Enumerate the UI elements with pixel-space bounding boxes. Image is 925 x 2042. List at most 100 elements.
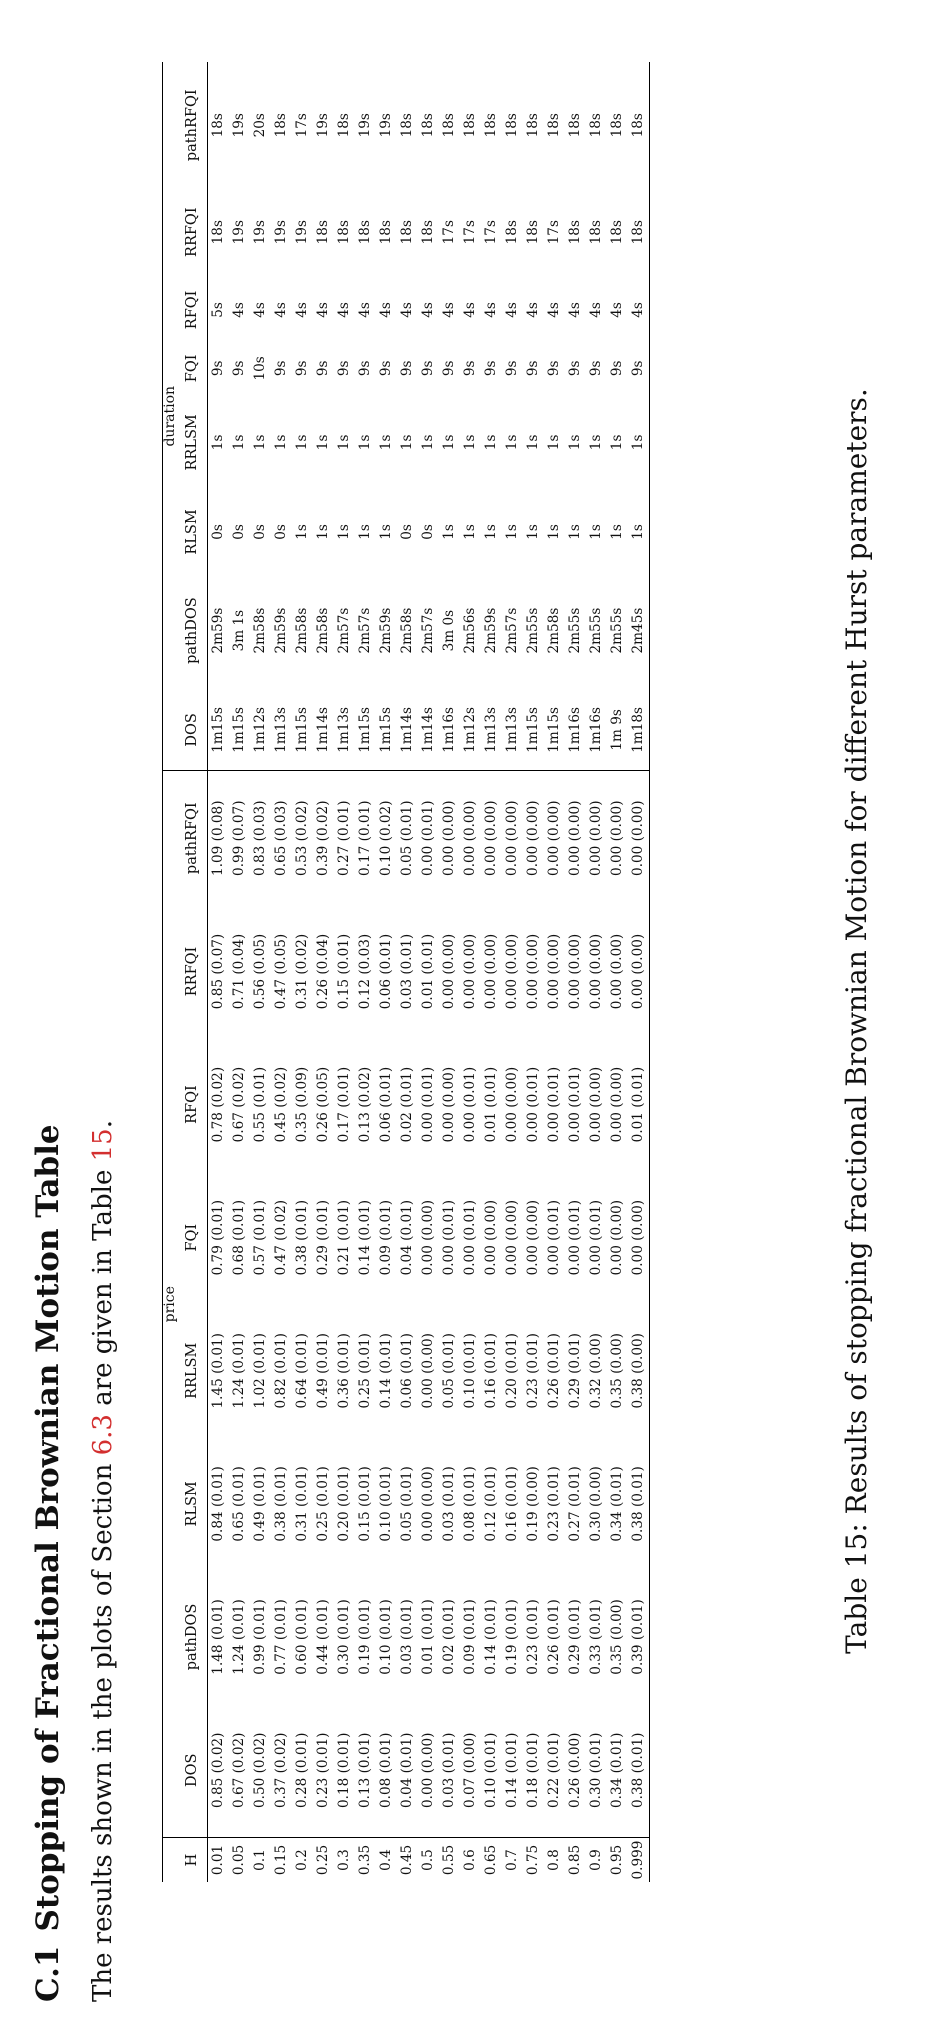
table-cell: 0.77 (0.01) (272, 1599, 289, 1675)
table-cell: 0.26 (0.01) (545, 1333, 562, 1409)
table-cell: 9s (356, 360, 373, 377)
table-cell: 2m56s (461, 607, 478, 654)
table-cell: 0.00 (0.00) (608, 1066, 625, 1143)
hurst-cell: 0.6 (460, 1837, 481, 1882)
table-cell: 18s (419, 220, 436, 245)
table-cell: 2m55s (608, 607, 625, 654)
table-cell: 1s (608, 434, 625, 451)
hurst-cell: 0.7 (502, 1837, 523, 1882)
table-cell: 0.00 (0.01) (461, 1066, 478, 1143)
table-ref-link[interactable]: 15 (88, 1128, 118, 1162)
table-cell: 1s (209, 434, 226, 451)
table-cell: 2m58s (293, 607, 310, 654)
table-cell: 0.10 (0.01) (377, 1599, 394, 1675)
table-cell: 0.08 (0.01) (377, 1732, 394, 1808)
table-cell: 4s (629, 302, 646, 318)
table-cell: 0.00 (0.00) (586, 770, 607, 905)
table-cell: 1s (335, 524, 352, 540)
table-cell: 0.00 (0.01) (587, 1199, 604, 1276)
table-cell: 18s (209, 220, 226, 245)
table-cell: 0.10 (0.01) (461, 1333, 478, 1409)
column-header: DOS (177, 1703, 208, 1838)
table-cell: 1s (482, 434, 499, 451)
table-row: 0.2 0.28 (0.01) 0.60 (0.01) 0.31 (0.01) 0.64… (292, 62, 313, 1882)
table-cell: 0.03 (0.01) (440, 1732, 457, 1808)
table-cell: 0.00 (0.00) (440, 1066, 457, 1143)
table-cell: 1.24 (0.01) (230, 1333, 247, 1409)
table-cell: 0s (419, 524, 436, 540)
table-cell: 0.27 (0.01) (566, 1466, 583, 1542)
table-cell: 2m59s (482, 607, 499, 654)
table-row: 0.3 0.18 (0.01) 0.30 (0.01) 0.20 (0.01) 0.36… (334, 62, 355, 1882)
table-cell: 17s (440, 220, 457, 245)
table-cell: 0.47 (0.05) (272, 933, 289, 1010)
table-cell: 18s (482, 113, 499, 138)
section-heading: C.1 Stopping of Fractional Brownian Motio… (30, 1124, 66, 2002)
table-cell: 1.45 (0.01) (209, 1333, 226, 1409)
table-cell: 1s (503, 524, 520, 540)
hurst-cell: 0.55 (439, 1837, 460, 1882)
table-cell: 0.19 (0.00) (524, 1466, 541, 1542)
table-cell: 0.00 (0.01) (566, 1066, 583, 1143)
table-cell: 0.18 (0.01) (524, 1732, 541, 1808)
column-header: RFQI (177, 275, 208, 344)
table-cell: 0.16 (0.01) (503, 1466, 520, 1542)
column-header: RLSM (177, 1437, 208, 1571)
table-cell: 1.02 (0.01) (251, 1333, 268, 1409)
table-cell: 3m 0s (440, 609, 457, 652)
section-ref-link[interactable]: 6.3 (88, 1414, 118, 1456)
table-cell: 2m58s (545, 607, 562, 654)
table-cell: 9s (440, 360, 457, 377)
column-header: pathRFQI (177, 62, 208, 189)
table-cell: 2m58s (251, 607, 268, 654)
table-cell: 1m15s (545, 706, 562, 753)
table-cell: 18s (608, 113, 625, 138)
table-cell: 0.00 (0.00) (419, 1333, 436, 1409)
table-cell: 2m59s (272, 607, 289, 654)
table-cell: 0.23 (0.01) (524, 1599, 541, 1675)
table-cell: 1s (629, 524, 646, 540)
table-cell: 0.31 (0.02) (293, 933, 310, 1010)
table-cell: 2m45s (629, 607, 646, 654)
table-cell: 0.28 (0.01) (293, 1732, 310, 1808)
hurst-cell: 0.01 (207, 1837, 229, 1882)
table-cell: 0.00 (0.01) (545, 1199, 562, 1276)
table-cell: 0.00 (0.00) (565, 770, 586, 905)
table-cell: 1s (377, 524, 394, 540)
table-cell: 0.00 (0.00) (439, 770, 460, 905)
table-cell: 0.55 (0.01) (251, 1066, 268, 1143)
table-cell: 18s (503, 220, 520, 245)
table-cell: 0.05 (0.01) (440, 1333, 457, 1409)
group-header-row: price duration (162, 62, 178, 1882)
table-cell: 0.29 (0.01) (314, 1199, 331, 1276)
table-cell: 18s (503, 113, 520, 138)
table-cell: 2m57s (335, 607, 352, 654)
table-cell: 18s (461, 113, 478, 138)
table-cell: 1s (293, 524, 310, 540)
table-row: 0.8 0.22 (0.01) 0.26 (0.01) 0.23 (0.01) 0.26… (544, 62, 565, 1882)
table-cell: 1m15s (377, 706, 394, 753)
table-cell: 0.99 (0.01) (251, 1599, 268, 1675)
table-cell: 1m 9s (608, 709, 625, 751)
table-cell: 9s (209, 360, 226, 377)
table-cell: 0.30 (0.00) (587, 1466, 604, 1542)
table-cell: 0.00 (0.00) (524, 933, 541, 1010)
table-cell: 0.25 (0.01) (314, 1466, 331, 1542)
table-cell: 0.00 (0.00) (566, 933, 583, 1010)
table-cell: 9s (482, 360, 499, 377)
table-cell: 4s (251, 302, 268, 318)
table-cell: 0.65 (0.01) (230, 1466, 247, 1542)
table-cell: 0.05 (0.01) (397, 770, 418, 905)
table-cell: 0.00 (0.00) (419, 1199, 436, 1276)
table-cell: 0.30 (0.01) (335, 1599, 352, 1675)
table-cell: 4s (524, 302, 541, 318)
table-cell: 4s (230, 302, 247, 318)
table-cell: 0.19 (0.01) (356, 1599, 373, 1675)
table-cell: 1m15s (356, 706, 373, 753)
table-cell: 0.09 (0.01) (461, 1599, 478, 1675)
table-cell: 0.82 (0.01) (272, 1333, 289, 1409)
table-cell: 0s (251, 524, 268, 540)
table-cell: 1m15s (524, 706, 541, 753)
table-cell: 1.24 (0.01) (230, 1599, 247, 1675)
table-cell: 0.04 (0.01) (398, 1199, 415, 1276)
